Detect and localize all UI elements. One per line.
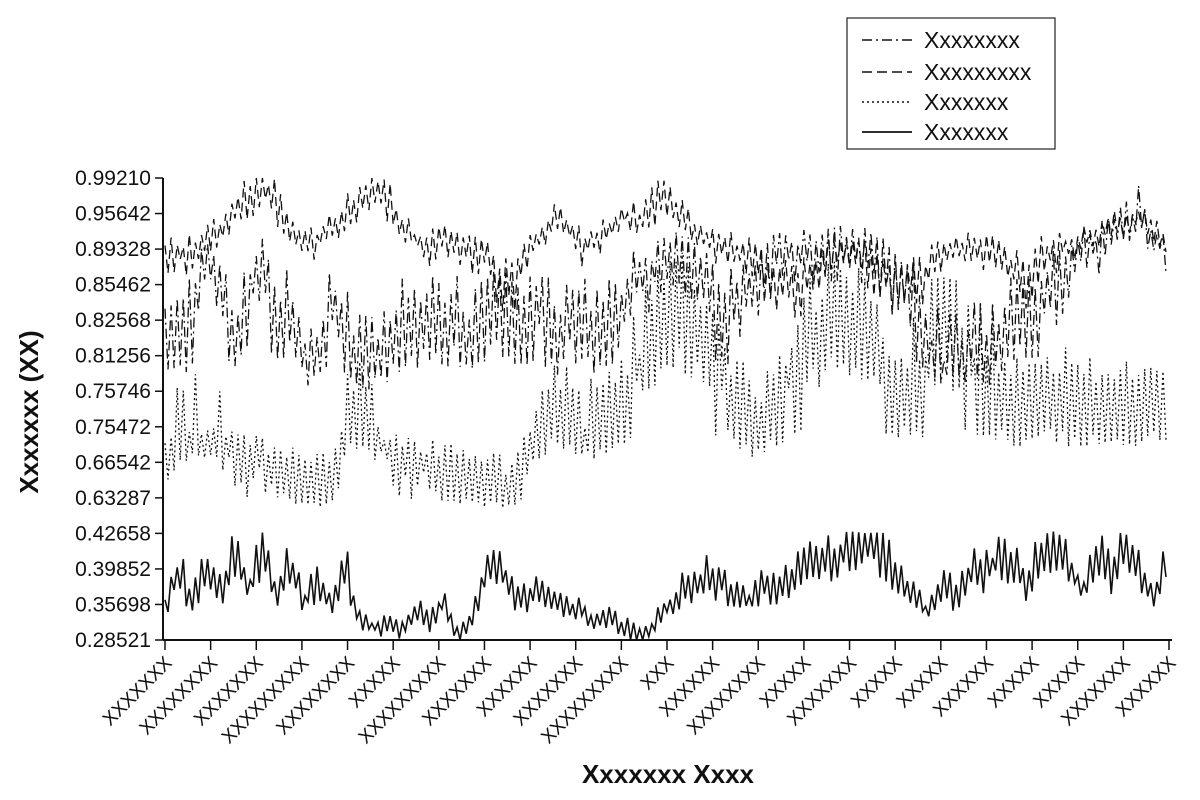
y-tick-label: 0.39852 xyxy=(75,558,151,581)
x-tick-label: XXX xyxy=(637,652,679,694)
y-tick-label: 0.89328 xyxy=(75,238,151,261)
y-tick-label: 0.99210 xyxy=(75,167,151,190)
y-tick-label: 0.95642 xyxy=(75,203,151,226)
y-axis-title: Xxxxxxx (XX) xyxy=(14,330,44,493)
series-line-1 xyxy=(164,185,1167,390)
legend-label-4: Xxxxxxx xyxy=(924,119,1009,145)
x-ticks: XXXXXXXXXXXXXXXXXXXXXXXXXXXXXXXXXXXXXXXX… xyxy=(99,640,1181,748)
series-line-3 xyxy=(164,252,1167,509)
y-tick-label: 0.42658 xyxy=(75,522,151,545)
y-tick-label: 0.28521 xyxy=(75,629,151,652)
legend-label-2: Xxxxxxxxx xyxy=(924,59,1032,85)
y-tick-label: 0.85462 xyxy=(75,274,151,297)
y-tick-label: 0.81256 xyxy=(75,345,151,368)
y-tick-label: 0.75746 xyxy=(75,380,151,403)
series-line-4 xyxy=(164,531,1167,641)
y-tick-label: 0.75472 xyxy=(75,416,151,439)
series-lines xyxy=(164,177,1167,641)
y-ticks: 0.28521 0.35698 0.39852 0.42658 0.63287 0.665… xyxy=(75,167,163,652)
legend: Xxxxxxxx Xxxxxxxxx Xxxxxxx Xxxxxxx xyxy=(846,17,1056,150)
series-line-2 xyxy=(164,177,1167,318)
legend-label-3: Xxxxxxx xyxy=(924,89,1009,115)
y-tick-label: 0.35698 xyxy=(75,593,151,616)
x-axis-title: Xxxxxxx Xxxx xyxy=(582,759,755,789)
legend-label-1: Xxxxxxxx xyxy=(924,27,1020,53)
y-tick-label: 0.82568 xyxy=(75,309,151,332)
y-tick-label: 0.63287 xyxy=(75,487,151,510)
legend-box xyxy=(846,17,1056,150)
y-tick-label: 0.66542 xyxy=(75,451,151,474)
